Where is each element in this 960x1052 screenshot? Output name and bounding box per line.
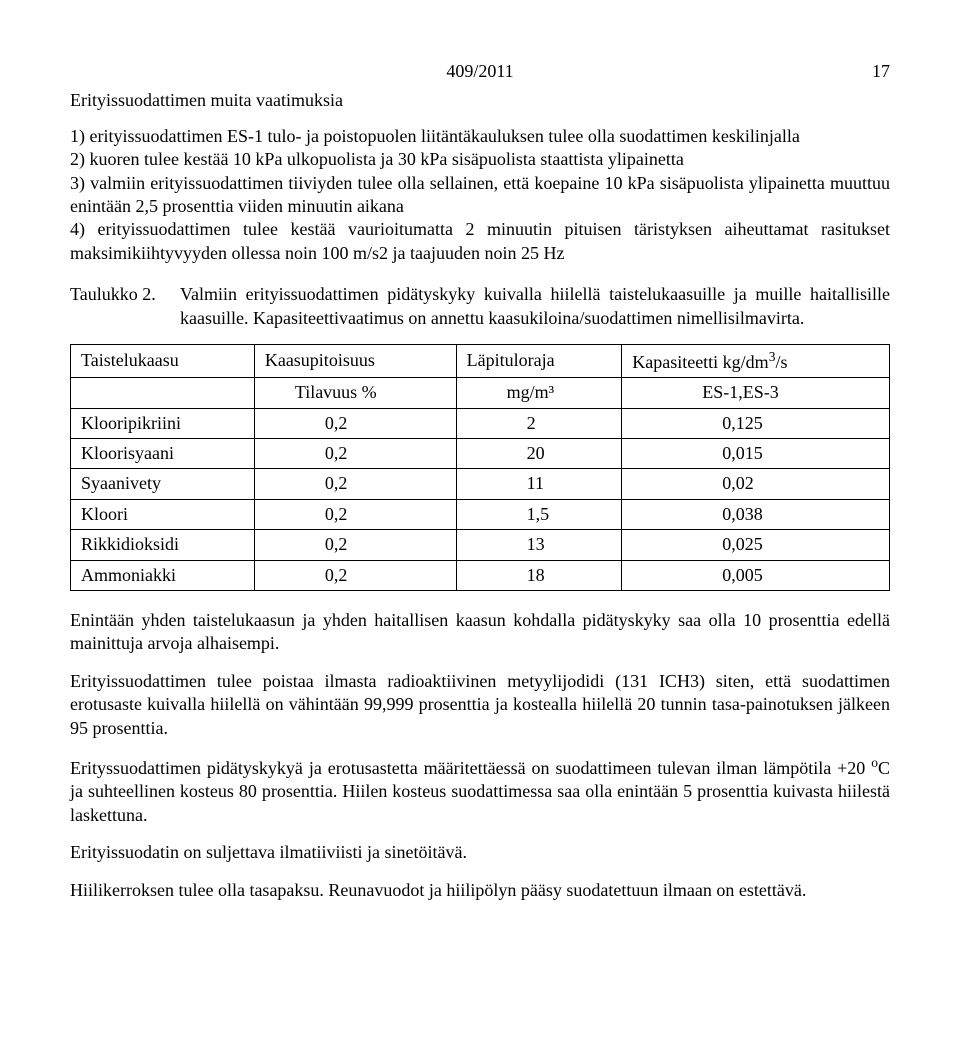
col-header-limit: Läpituloraja [456,344,622,377]
cell-limit: 1,5 [456,499,622,529]
cell-conc: 0,2 [254,408,456,438]
col-header-capacity: Kapasiteetti kg/dm3/s [622,344,890,377]
paragraph: Erityissuodatin on suljettava ilmatiivii… [70,841,890,864]
table-caption: Valmiin erityissuodattimen pidätyskyky k… [180,283,890,330]
col-sub-c: mg/m³ [456,378,622,408]
capacity-text-post: /s [775,352,787,372]
table-label: Taulukko 2. [70,283,180,330]
table-header-row-2: Tilavuus % mg/m³ ES-1,ES-3 [71,378,890,408]
cell-gas: Kloori [71,499,255,529]
cell-conc: 0,2 [254,499,456,529]
cell-cap: 0,038 [622,499,890,529]
cell-cap: 0,005 [622,560,890,590]
list-item: 4) erityissuodattimen tulee kestää vauri… [70,218,890,265]
cell-cap: 0,02 [622,469,890,499]
document-number: 409/2011 [110,60,850,83]
paragraph: Erityssuodattimen pidätyskykyä ja erotus… [70,754,890,827]
cell-limit: 18 [456,560,622,590]
table-header-row-1: Taistelukaasu Kaasupitoisuus Läpituloraj… [71,344,890,377]
table-caption-row: Taulukko 2. Valmiin erityissuodattimen p… [70,283,890,330]
cell-limit: 11 [456,469,622,499]
cell-gas: Rikkidioksidi [71,530,255,560]
section-title: Erityissuodattimen muita vaatimuksia [70,89,890,112]
cell-gas: Syaanivety [71,469,255,499]
paragraph: Erityissuodattimen tulee poistaa ilmasta… [70,670,890,740]
col-sub-b: Tilavuus % [254,378,456,408]
cell-gas: Ammoniakki [71,560,255,590]
cell-limit: 20 [456,439,622,469]
cell-conc: 0,2 [254,530,456,560]
cell-limit: 13 [456,530,622,560]
page-header: 409/2011 17 [70,60,890,83]
cell-conc: 0,2 [254,469,456,499]
capacity-text-pre: Kapasiteetti kg/dm [632,352,768,372]
col-sub-d: ES-1,ES-3 [622,378,890,408]
cell-cap: 0,015 [622,439,890,469]
list-item: 1) erityissuodattimen ES-1 tulo- ja pois… [70,125,890,148]
page-number: 17 [850,60,890,83]
col-header-concentration: Kaasupitoisuus [254,344,456,377]
table-row: Syaanivety 0,2 11 0,02 [71,469,890,499]
cell-conc: 0,2 [254,439,456,469]
cell-cap: 0,025 [622,530,890,560]
table-row: Kloori 0,2 1,5 0,038 [71,499,890,529]
table-row: Ammoniakki 0,2 18 0,005 [71,560,890,590]
paragraph: Enintään yhden taistelukaasun ja yhden h… [70,609,890,656]
col-sub-a [71,378,255,408]
cell-cap: 0,125 [622,408,890,438]
requirement-list: 1) erityissuodattimen ES-1 tulo- ja pois… [70,125,890,265]
table-row: Kloorisyaani 0,2 20 0,015 [71,439,890,469]
list-item: 2) kuoren tulee kestää 10 kPa ulkopuolis… [70,148,890,171]
paragraph: Hiilikerroksen tulee olla tasapaksu. Reu… [70,879,890,902]
list-item: 3) valmiin erityissuodattimen tiiviyden … [70,172,890,219]
table-row: Klooripikriini 0,2 2 0,125 [71,408,890,438]
col-header-gas: Taistelukaasu [71,344,255,377]
cell-conc: 0,2 [254,560,456,590]
p3-pre: Erityssuodattimen pidätyskykyä ja erotus… [70,758,871,778]
cell-gas: Klooripikriini [71,408,255,438]
p3-sup: o [871,755,878,770]
capacity-table: Taistelukaasu Kaasupitoisuus Läpituloraj… [70,344,890,591]
cell-gas: Kloorisyaani [71,439,255,469]
table-row: Rikkidioksidi 0,2 13 0,025 [71,530,890,560]
cell-limit: 2 [456,408,622,438]
